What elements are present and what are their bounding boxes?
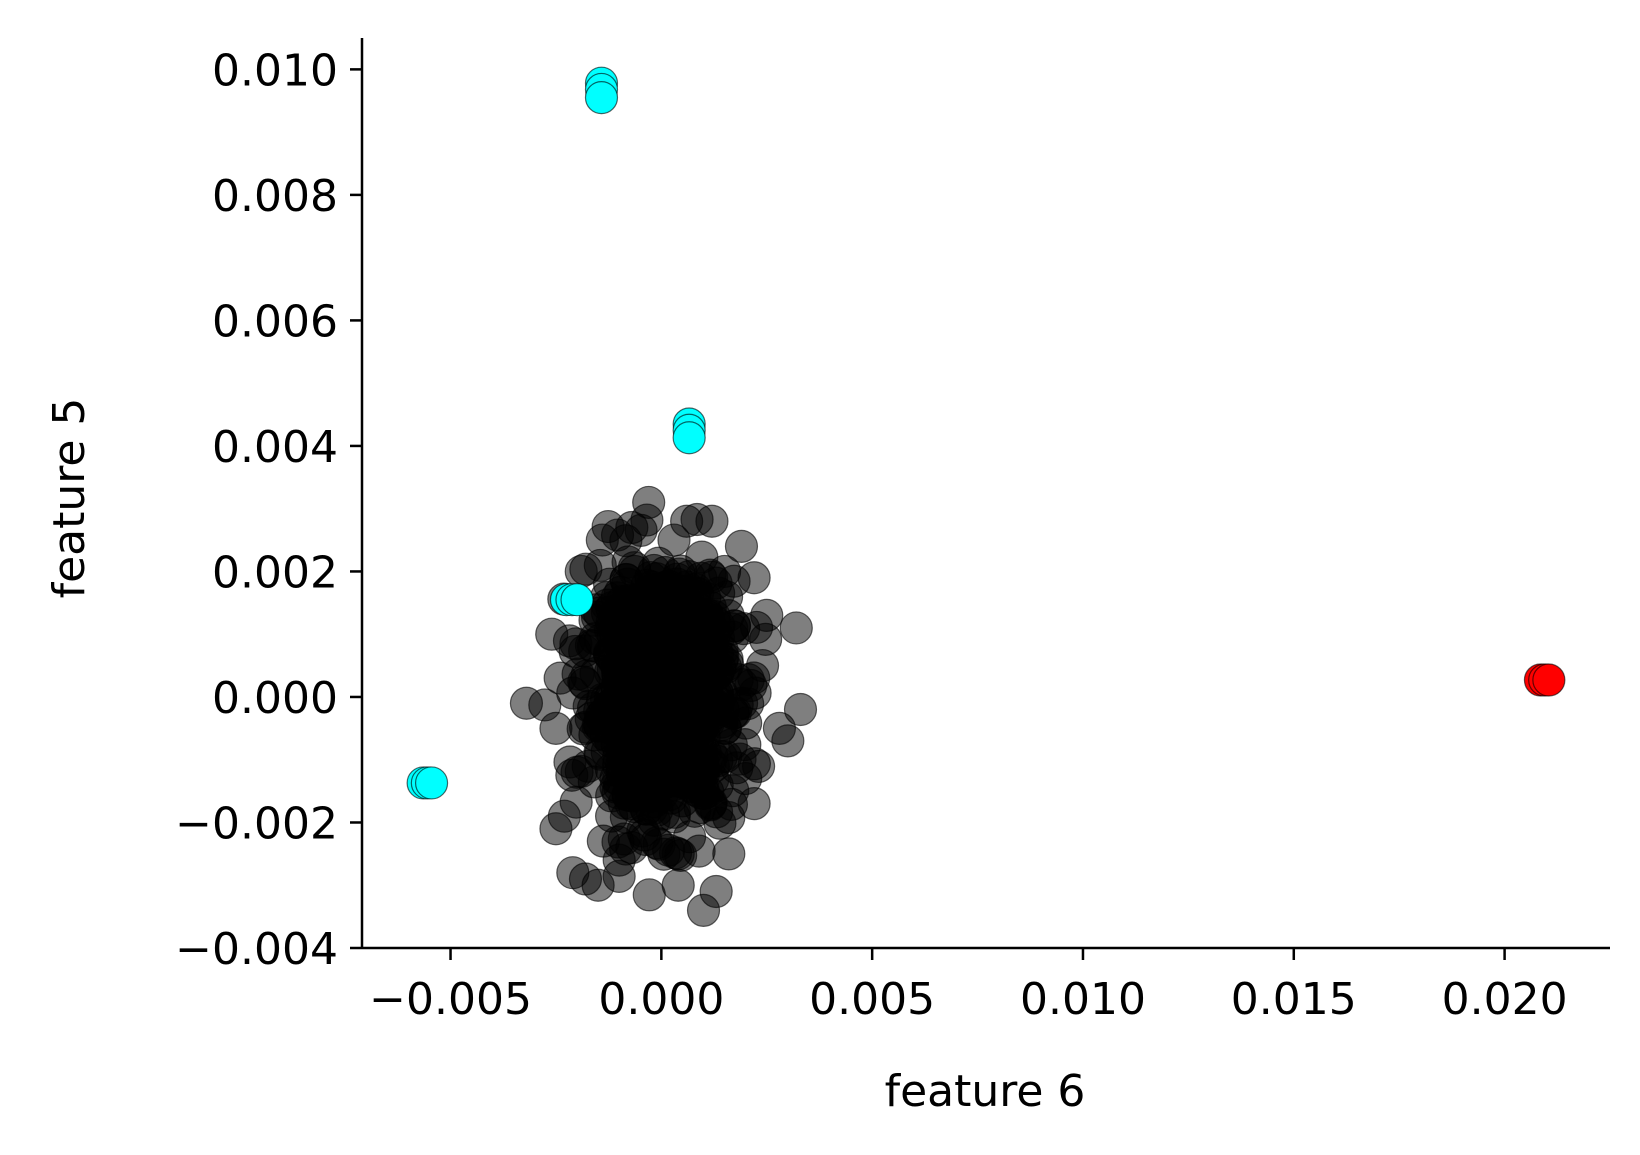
data-point-black — [543, 661, 577, 695]
y-tick-label: 0.008 — [212, 171, 338, 222]
data-point-black — [615, 830, 649, 865]
y-tick-label: 0.010 — [212, 45, 338, 96]
data-point-cyan — [584, 81, 619, 115]
data-point-black — [686, 893, 721, 927]
x-tick-label: 0.015 — [1231, 974, 1357, 1025]
data-point-black — [652, 778, 687, 812]
data-point-red — [1532, 663, 1566, 697]
data-point-black — [643, 616, 677, 650]
y-ticks: −0.004 −0.002 0.000 0.002 0.004 0.006 0.008 0.0… — [175, 45, 362, 975]
data-point-black — [779, 611, 813, 645]
data-point-black — [729, 761, 763, 796]
data-point-black — [595, 606, 629, 640]
data-point-cyan — [560, 583, 594, 617]
data-point-black — [646, 680, 680, 714]
data-point-black — [661, 868, 695, 902]
data-point-black — [737, 561, 771, 595]
y-tick-label: 0.000 — [212, 673, 338, 724]
y-axis-label: feature 5 — [44, 398, 95, 599]
y-tick-label: 0.004 — [212, 422, 338, 473]
x-axis-label: feature 6 — [885, 1066, 1086, 1117]
data-point-black — [690, 668, 725, 702]
x-tick-label: 0.000 — [598, 974, 724, 1025]
data-point-black — [615, 510, 649, 545]
data-point-black — [712, 837, 746, 871]
data-point-black — [661, 837, 695, 871]
y-tick-label: −0.002 — [175, 798, 338, 849]
data-point-black — [724, 529, 759, 563]
data-point-black — [695, 504, 729, 538]
data-point-black — [585, 523, 619, 557]
data-point-black — [625, 713, 659, 747]
data-point-black — [783, 692, 818, 727]
y-tick-label: −0.004 — [175, 924, 338, 975]
data-point-black — [535, 617, 569, 651]
y-tick-label: 0.002 — [212, 547, 338, 598]
data-point-black — [762, 711, 797, 745]
data-point-black — [560, 755, 594, 789]
data-point-black — [601, 662, 635, 696]
x-ticks: −0.005 0.000 0.005 0.010 0.015 0.020 — [369, 948, 1568, 1025]
data-point-black — [750, 598, 784, 632]
x-tick-label: −0.005 — [369, 974, 532, 1025]
data-point-black — [539, 711, 573, 745]
data-point-black — [624, 755, 658, 789]
x-tick-label: 0.005 — [809, 974, 935, 1025]
x-tick-label: 0.020 — [1442, 974, 1568, 1025]
data-point-black — [509, 686, 544, 720]
data-point-black — [609, 563, 643, 597]
data-point-black — [632, 485, 666, 520]
data-point-cyan — [414, 766, 449, 800]
data-point-black — [547, 799, 581, 833]
y-tick-label: 0.006 — [212, 296, 338, 347]
x-tick-label: 0.010 — [1020, 974, 1146, 1025]
data-point-cyan — [672, 421, 706, 455]
data-point-black — [632, 878, 666, 912]
data-point-black — [745, 648, 780, 683]
data-point-black — [581, 868, 615, 902]
data-point-black — [564, 554, 598, 589]
points-layer — [406, 66, 1566, 927]
